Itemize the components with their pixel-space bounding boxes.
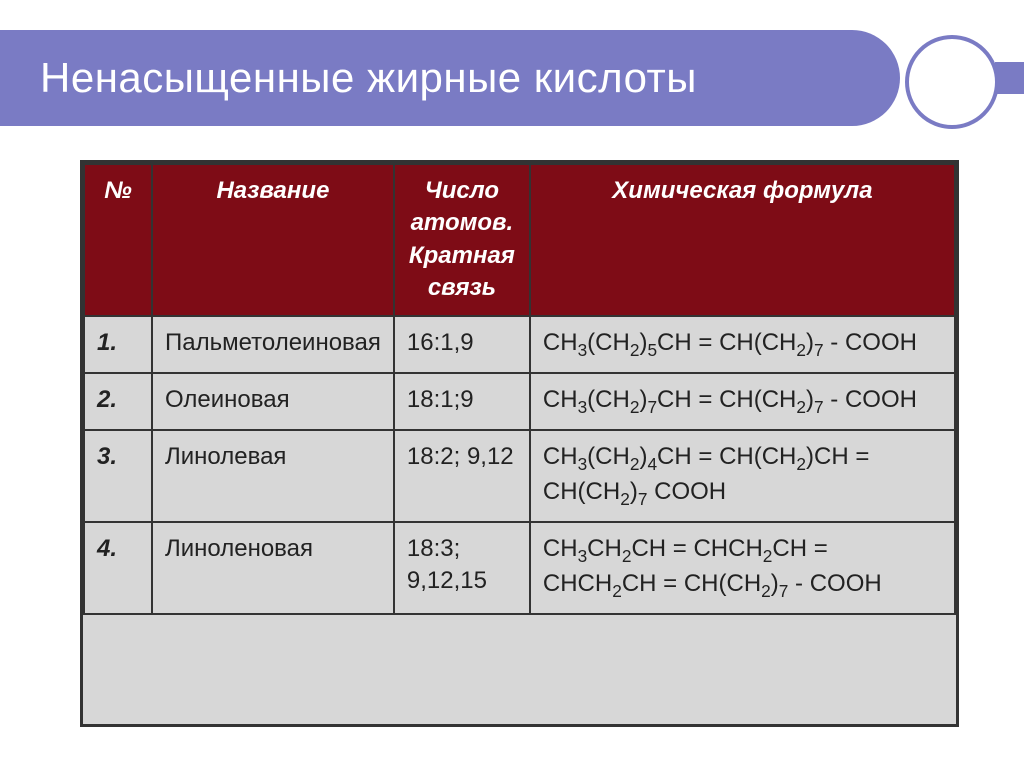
cell-atoms: 18:2; 9,12 — [394, 430, 530, 522]
cell-name: Линоленовая — [152, 522, 394, 614]
table-row: 4. Линоленовая 18:3; 9,12,15 CH3CH2CH = … — [84, 522, 955, 614]
table-container: № Название Число атомов. Кратная связь Х… — [80, 160, 959, 727]
slide: Ненасыщенные жирные кислоты № Название Ч… — [0, 0, 1024, 767]
col-num: № — [84, 164, 152, 316]
cell-formula: CH3(CH2)5CH = CH(CH2)7 - COOH — [530, 316, 955, 373]
cell-num: 4. — [84, 522, 152, 614]
table-row: 3. Линолевая 18:2; 9,12 CH3(CH2)4CH = CH… — [84, 430, 955, 522]
cell-num: 3. — [84, 430, 152, 522]
cell-num: 1. — [84, 316, 152, 373]
fatty-acids-table: № Название Число атомов. Кратная связь Х… — [83, 163, 956, 615]
cell-atoms: 18:1;9 — [394, 373, 530, 430]
cell-atoms: 18:3; 9,12,15 — [394, 522, 530, 614]
cell-name: Пальметолеиновая — [152, 316, 394, 373]
cell-formula: CH3(CH2)7CH = CH(CH2)7 - COOH — [530, 373, 955, 430]
table-header-row: № Название Число атомов. Кратная связь Х… — [84, 164, 955, 316]
decor-circle-icon — [905, 35, 999, 129]
col-atoms: Число атомов. Кратная связь — [394, 164, 530, 316]
col-formula: Химическая формула — [530, 164, 955, 316]
table-row: 1. Пальметолеиновая 16:1,9 CH3(CH2)5CH =… — [84, 316, 955, 373]
slide-title: Ненасыщенные жирные кислоты — [0, 54, 697, 102]
cell-formula: CH3(CH2)4CH = CH(CH2)CH = CH(CH2)7 COOH — [530, 430, 955, 522]
cell-atoms: 16:1,9 — [394, 316, 530, 373]
cell-formula: CH3CH2CH = CHCH2CH = CHCH2CH = CH(CH2)7 … — [530, 522, 955, 614]
cell-name: Олеиновая — [152, 373, 394, 430]
table-body: 1. Пальметолеиновая 16:1,9 CH3(CH2)5CH =… — [84, 316, 955, 615]
col-name: Название — [152, 164, 394, 316]
cell-num: 2. — [84, 373, 152, 430]
decor-stripe-icon — [995, 62, 1024, 94]
table-row: 2. Олеиновая 18:1;9 CH3(CH2)7CH = CH(CH2… — [84, 373, 955, 430]
title-bar: Ненасыщенные жирные кислоты — [0, 30, 900, 126]
cell-name: Линолевая — [152, 430, 394, 522]
